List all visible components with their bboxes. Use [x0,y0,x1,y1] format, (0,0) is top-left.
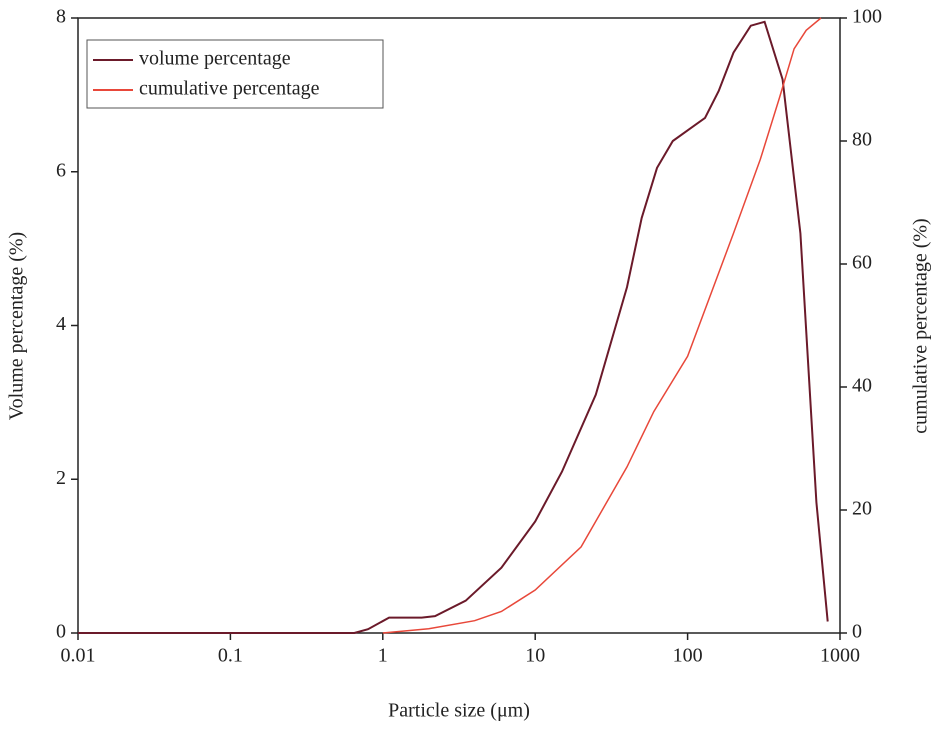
y2-tick-label: 40 [852,375,872,397]
x-tick-label: 0.01 [61,645,96,667]
plot-frame [77,17,841,634]
y2-tick-label: 60 [852,252,872,274]
series-line [78,20,829,634]
y-tick-label: 0 [56,621,66,643]
legend-box [86,39,384,109]
x-tick-label: 100 [673,645,703,667]
y2-tick-label: 80 [852,129,872,151]
y-axis-label: Volume percentage (%) [6,232,28,420]
series-line [382,17,822,634]
x-tick-label: 1000 [820,645,860,667]
x-tick-label: 10 [525,645,545,667]
y-tick-label: 2 [56,467,66,489]
y2-tick-label: 20 [852,498,872,520]
y-tick-label: 4 [56,313,66,335]
y2-tick-label: 0 [852,621,862,643]
y2-axis-label: cumulative percentage (%) [910,218,932,433]
legend-label: cumulative percentage [139,78,320,100]
x-axis-label: Particle size (μm) [388,700,530,722]
y-tick-label: 6 [56,159,66,181]
y2-tick-label: 100 [852,6,882,28]
x-tick-label: 1 [378,645,388,667]
legend-label: volume percentage [139,48,291,70]
y-tick-label: 8 [56,6,66,28]
x-tick-label: 0.1 [218,645,243,667]
